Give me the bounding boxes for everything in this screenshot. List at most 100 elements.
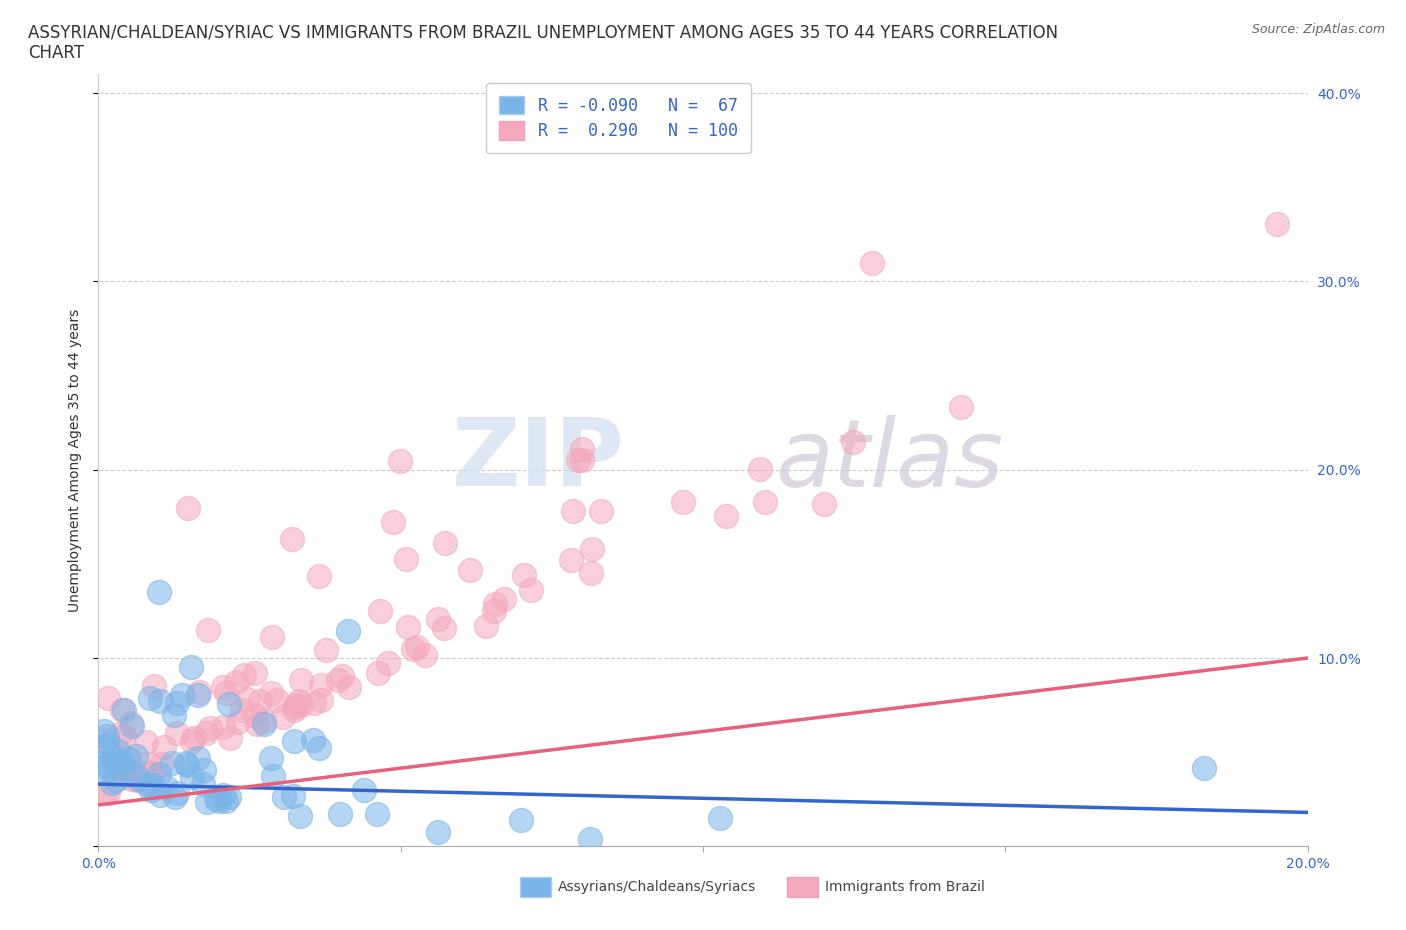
Point	[579, 565, 602, 580]
Point	[266, 692, 288, 707]
Point	[165, 790, 187, 804]
Point	[283, 789, 305, 804]
Point	[262, 769, 284, 784]
Point	[482, 604, 505, 618]
Point	[243, 666, 266, 681]
Point	[433, 536, 456, 551]
Point	[560, 552, 582, 567]
Point	[111, 755, 134, 770]
Text: ZIP: ZIP	[451, 415, 624, 506]
Point	[148, 767, 170, 782]
Point	[204, 791, 226, 806]
Point	[101, 775, 124, 790]
Point	[475, 618, 498, 633]
Point	[121, 718, 143, 733]
Point	[336, 624, 359, 639]
Point	[107, 743, 129, 758]
Point	[368, 604, 391, 618]
Point	[484, 597, 506, 612]
Point	[121, 768, 143, 783]
Point	[139, 766, 162, 781]
Point	[101, 751, 124, 765]
Point	[218, 790, 240, 804]
Point	[148, 585, 170, 600]
Point	[197, 622, 219, 637]
Point	[329, 806, 352, 821]
Point	[142, 777, 165, 792]
Point	[112, 702, 135, 717]
Text: atlas: atlas	[776, 415, 1004, 506]
Point	[288, 808, 311, 823]
Point	[174, 755, 197, 770]
Point	[120, 772, 142, 787]
Point	[330, 669, 353, 684]
Point	[396, 620, 419, 635]
Point	[581, 541, 603, 556]
Point	[97, 691, 120, 706]
Point	[211, 788, 233, 803]
Point	[402, 642, 425, 657]
Point	[309, 693, 332, 708]
Point	[367, 666, 389, 681]
Point	[1192, 761, 1215, 776]
Point	[172, 687, 194, 702]
Point	[180, 659, 202, 674]
Point	[135, 734, 157, 749]
Point	[283, 734, 305, 749]
Point	[166, 785, 188, 800]
Point	[191, 777, 214, 791]
Point	[520, 583, 543, 598]
Point	[125, 749, 148, 764]
Point	[111, 702, 134, 717]
Point	[93, 738, 115, 753]
Point	[180, 734, 202, 749]
Point	[290, 698, 312, 712]
Point	[104, 772, 127, 787]
Point	[262, 630, 284, 644]
Point	[195, 795, 218, 810]
Point	[155, 780, 177, 795]
Point	[149, 694, 172, 709]
Point	[304, 696, 326, 711]
Point	[860, 255, 883, 270]
Point	[271, 710, 294, 724]
Point	[94, 785, 117, 800]
Point	[245, 716, 267, 731]
Point	[125, 773, 148, 788]
Point	[311, 678, 333, 693]
Text: Assyrians/Chaldeans/Syriacs: Assyrians/Chaldeans/Syriacs	[558, 880, 756, 895]
Point	[510, 812, 533, 827]
Point	[136, 765, 159, 780]
Y-axis label: Unemployment Among Ages 35 to 44 years: Unemployment Among Ages 35 to 44 years	[69, 309, 83, 612]
Point	[394, 551, 416, 566]
Point	[97, 785, 120, 800]
Point	[225, 674, 247, 689]
Point	[115, 750, 138, 764]
Point	[287, 694, 309, 709]
Point	[567, 453, 589, 468]
Point	[211, 720, 233, 735]
Point	[177, 500, 200, 515]
Point	[187, 687, 209, 702]
Point	[208, 794, 231, 809]
Point	[218, 697, 240, 711]
Point	[260, 685, 283, 700]
Point	[124, 767, 146, 782]
Point	[118, 751, 141, 766]
Point	[301, 732, 323, 747]
Point	[249, 694, 271, 709]
Point	[260, 751, 283, 765]
Point	[427, 825, 450, 840]
Point	[253, 713, 276, 728]
Text: Immigrants from Brazil: Immigrants from Brazil	[825, 880, 986, 895]
Point	[166, 725, 188, 740]
Point	[188, 684, 211, 699]
Point	[672, 495, 695, 510]
Point	[842, 435, 865, 450]
Point	[353, 783, 375, 798]
Point	[215, 685, 238, 700]
Point	[93, 733, 115, 748]
Point	[513, 567, 536, 582]
Point	[166, 696, 188, 711]
Point	[315, 642, 337, 657]
